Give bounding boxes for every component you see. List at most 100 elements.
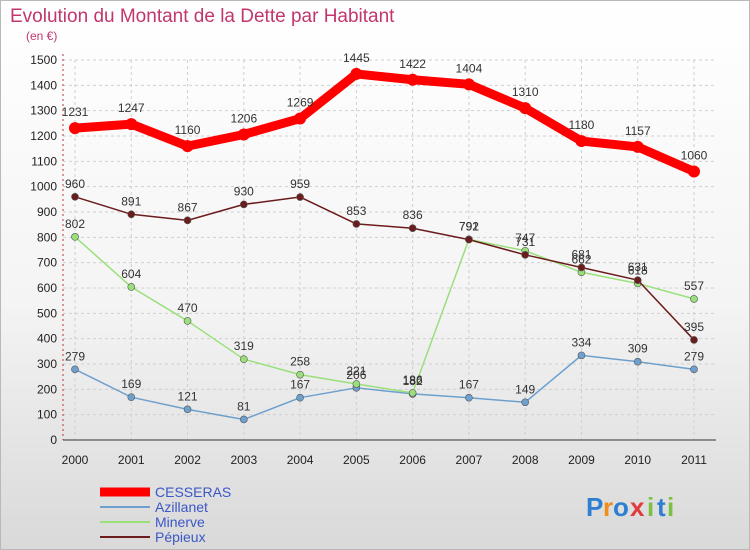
data-point	[631, 140, 644, 153]
data-label: 930	[234, 184, 254, 198]
data-point	[183, 216, 192, 225]
data-point	[688, 165, 700, 178]
y-tick-label: 600	[37, 281, 57, 295]
data-point	[296, 393, 304, 402]
data-label: 319	[234, 339, 254, 353]
legend-label: Minerve	[155, 514, 205, 530]
y-tick-label: 1200	[30, 129, 57, 143]
data-point	[465, 393, 473, 402]
y-tick-label: 0	[50, 433, 57, 447]
data-point	[408, 224, 417, 233]
data-point	[577, 351, 586, 360]
x-tick-label: 2008	[512, 453, 539, 467]
y-tick-label: 1000	[30, 180, 57, 194]
data-label: 1310	[512, 85, 539, 99]
data-point	[240, 200, 248, 209]
data-label: 681	[571, 247, 591, 261]
y-tick-label: 1100	[31, 154, 57, 168]
data-point	[71, 365, 79, 374]
data-point	[183, 317, 192, 325]
y-tick-label: 500	[37, 306, 57, 320]
logo-letter: x	[630, 492, 645, 522]
data-label: 309	[628, 342, 648, 356]
x-tick-label: 2002	[174, 453, 201, 467]
data-point	[296, 193, 304, 201]
x-tick-label: 2000	[62, 453, 89, 467]
legend-label: CESSERAS	[155, 484, 231, 500]
logo-letter: P	[586, 492, 603, 522]
data-point	[519, 102, 532, 115]
logo-letter: i	[647, 492, 654, 522]
y-tick-label: 1400	[30, 78, 57, 92]
data-label: 334	[571, 335, 591, 349]
logo-letter: r	[603, 492, 613, 522]
data-label: 167	[290, 378, 310, 392]
data-point	[127, 283, 136, 291]
y-tick-label: 1500	[30, 53, 57, 67]
data-point	[690, 365, 698, 374]
data-label: 731	[515, 235, 535, 249]
x-tick-label: 2005	[343, 453, 370, 467]
data-point	[575, 135, 588, 148]
y-tick-label: 700	[37, 256, 57, 270]
data-label: 206	[346, 368, 366, 382]
data-label: 1247	[118, 101, 145, 115]
data-point	[462, 78, 475, 91]
data-point	[127, 210, 136, 219]
data-label: 791	[459, 220, 479, 234]
data-point	[69, 122, 81, 135]
data-label: 631	[628, 260, 648, 274]
data-label: 1206	[230, 111, 257, 125]
data-label: 167	[459, 378, 479, 392]
data-label: 258	[290, 355, 310, 369]
data-label: 182	[403, 374, 423, 388]
data-point	[521, 251, 529, 259]
data-point	[690, 336, 698, 344]
data-label: 279	[684, 349, 704, 363]
data-point	[240, 355, 248, 363]
data-point	[406, 73, 419, 86]
logo-letter: i	[667, 492, 674, 522]
x-tick-label: 2010	[624, 453, 651, 467]
data-label: 802	[65, 217, 85, 231]
data-label: 1445	[343, 51, 370, 65]
data-label: 1231	[62, 105, 89, 119]
data-label: 662	[571, 252, 591, 266]
x-tick-label: 2009	[568, 453, 595, 467]
data-label: 867	[178, 200, 198, 214]
data-label: 1160	[175, 123, 201, 137]
data-label: 1404	[456, 61, 483, 75]
data-point	[521, 398, 529, 407]
data-point	[294, 112, 307, 125]
logo-letter: t	[657, 492, 666, 522]
data-point	[237, 128, 250, 141]
data-point	[240, 415, 248, 424]
data-point	[296, 370, 304, 379]
data-label: 169	[121, 377, 141, 391]
data-label: 1422	[399, 57, 426, 71]
data-point	[633, 357, 642, 366]
y-tick-label: 800	[37, 230, 57, 244]
data-label: 279	[65, 349, 85, 363]
x-tick-label: 2004	[287, 453, 314, 467]
data-point	[577, 263, 586, 272]
data-label: 186	[403, 373, 423, 387]
data-label: 1180	[569, 118, 595, 132]
data-label: 618	[628, 263, 648, 277]
data-point	[71, 193, 79, 201]
series-line-azillanet	[74, 354, 695, 421]
data-label: 1269	[287, 96, 314, 110]
data-label: 149	[515, 382, 535, 396]
chart-subtitle: (en €)	[26, 29, 57, 43]
data-label: 747	[515, 231, 535, 245]
y-tick-label: 900	[37, 205, 57, 219]
x-tick-label: 2011	[681, 453, 707, 467]
data-label: 557	[684, 279, 704, 293]
data-point	[71, 233, 79, 241]
data-label: 221	[346, 364, 366, 378]
data-point	[183, 405, 192, 414]
legend-label: Pépieux	[155, 529, 206, 545]
y-tick-label: 400	[37, 332, 57, 346]
